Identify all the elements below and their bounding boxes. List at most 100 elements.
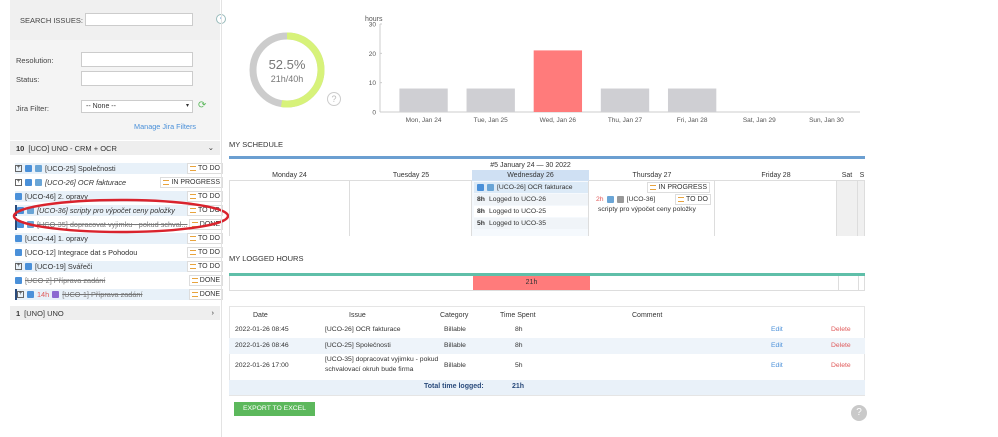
log-hours: 8h (477, 208, 485, 215)
search-area: SEARCH ISSUES: (10, 0, 220, 40)
checkbox-icon[interactable] (25, 179, 32, 186)
search-input[interactable] (85, 13, 193, 26)
wed-total-bar[interactable]: 21h (473, 276, 590, 290)
delete-link[interactable]: Delete (831, 326, 851, 333)
row-issue: schvalovací okruh bude firma (325, 366, 414, 373)
refresh-icon[interactable]: ⟳ (198, 100, 207, 111)
y-tick-label: 10 (369, 80, 377, 87)
issue-row[interactable]: [UCO-46] 2. opravy TO DO (15, 191, 223, 202)
col-category: Category (440, 312, 469, 319)
manage-filters-link[interactable]: Manage Jira Filters (134, 122, 197, 131)
log-hours: 8h (477, 196, 485, 203)
edit-link[interactable]: Edit (771, 342, 783, 349)
issue-row[interactable]: [UCO-2] Příprava zadání DONE (15, 275, 223, 286)
issue-row[interactable]: + [UCO-26] OCR fakturace IN PROGRESS (15, 177, 223, 188)
y-tick-label: 20 (369, 51, 377, 58)
checkbox-icon[interactable] (15, 235, 22, 242)
checkbox-icon[interactable] (25, 263, 32, 270)
issue-row[interactable]: + [UCO-19] Svářeči TO DO (15, 261, 223, 272)
day-cell-tuesday[interactable] (350, 181, 472, 236)
group-count: 10 (16, 143, 25, 153)
log-entry[interactable]: 8h Logged to UCO-26 (474, 194, 588, 205)
export-excel-button[interactable]: EXPORT TO EXCEL (234, 402, 315, 416)
group-uco[interactable]: 10 [UCO] UNO - CRM + OCR ⌄ (10, 141, 220, 155)
resolution-select[interactable] (81, 52, 193, 67)
task-icon (606, 196, 614, 203)
status-badge: IN PROGRESS (596, 182, 710, 193)
expand-icon[interactable]: + (17, 291, 24, 298)
checkbox-icon[interactable] (15, 249, 22, 256)
search-label: SEARCH ISSUES: (20, 16, 83, 25)
day-cell-sunday[interactable] (858, 181, 865, 236)
row-issue: [UCO-35] dopracovat vyjimku - pokud (325, 356, 439, 363)
resolution-label: Resolution: (16, 56, 54, 65)
x-tick-label: Sun, Jan 30 (809, 117, 844, 124)
group-uno[interactable]: 1 [UNO] UNO › (10, 306, 220, 320)
bar (466, 88, 515, 112)
table-row[interactable]: 2022-01-26 17:00 [UCO-35] dopracovat vyj… (229, 354, 865, 378)
expand-icon[interactable]: + (15, 263, 22, 270)
status-select[interactable] (81, 71, 193, 86)
schedule-divider (229, 156, 865, 159)
col-comment: Comment (632, 312, 663, 319)
divider (221, 0, 222, 437)
task-icon (52, 291, 60, 298)
expand-icon[interactable]: + (15, 179, 22, 186)
jira-filter-select[interactable]: -- None -- ▾ (81, 100, 193, 113)
chevron-down-icon: ⌄ (207, 143, 214, 152)
row-time: 8h (515, 342, 523, 349)
row-time: 8h (515, 326, 523, 333)
chevron-right-icon: › (211, 308, 215, 317)
hours-badge: 14h (37, 290, 50, 299)
day-cell-friday[interactable] (715, 181, 837, 236)
wed-header-bg (472, 170, 589, 181)
help-icon[interactable]: ? (851, 405, 867, 421)
checkbox-icon[interactable] (15, 277, 22, 284)
status-label: Status: (16, 75, 40, 84)
checkbox-icon[interactable] (25, 165, 32, 172)
day-header: Sat (841, 172, 853, 179)
logged-divider (229, 273, 865, 276)
week-label: #5 January 24 — 30 2022 (490, 162, 571, 169)
hours-bar-chart: hours 0 10 20 30 Mon, Jan 24 Tue, Jan 25 Wed, J… (365, 16, 860, 124)
table-row[interactable]: 2022-01-26 08:45 [UCO-26] OCR fakturace … (229, 322, 865, 338)
log-entry[interactable]: 8h Logged to UCO-25 (474, 206, 588, 217)
col-time: Time Spent (500, 312, 536, 319)
help-icon[interactable]: ? (327, 92, 341, 106)
row-category: Billable (444, 326, 466, 333)
task-icon (27, 207, 34, 214)
checkbox-icon[interactable] (477, 184, 484, 191)
schedule-issue-title: [UCO-26] OCR fakturace (497, 184, 573, 191)
checkbox-icon[interactable] (17, 221, 24, 228)
progress-hours: 21h/40h (270, 74, 304, 84)
jira-filter-label: Jira Filter: (16, 104, 49, 113)
day-header: Tuesday 25 (392, 172, 430, 179)
thursday-issue[interactable]: 2h [UCO-36] TO DO (596, 194, 713, 205)
day-cell-monday[interactable] (229, 181, 350, 236)
row-date: 2022-01-26 08:45 (235, 326, 289, 333)
checkbox-icon[interactable] (27, 291, 34, 298)
issue-row[interactable]: + 14h [UCO-1] Příprava zadání DONE (15, 289, 223, 300)
issue-row[interactable]: [UCO-44] 1. opravy TO DO (15, 233, 223, 244)
y-axis-label: hours (365, 16, 383, 23)
expand-icon[interactable]: + (15, 165, 22, 172)
delete-link[interactable]: Delete (831, 342, 851, 349)
table-row[interactable]: 2022-01-26 08:46 [UCO-25] Společnosti Bi… (229, 338, 865, 354)
issue-row[interactable]: [UCO-12] Integrace dat s Pohodou TO DO (15, 247, 223, 258)
delete-link[interactable]: Delete (831, 362, 851, 369)
day-cell-thursday[interactable] (589, 181, 715, 236)
status-badge: TO DO (186, 163, 223, 174)
bar (667, 88, 717, 112)
edit-link[interactable]: Edit (771, 326, 783, 333)
issue-title: [UCO-19] Svářeči (35, 262, 93, 271)
total-value: 21h (512, 383, 525, 390)
task-icon (487, 184, 494, 191)
status-badge: DONE (188, 275, 223, 286)
log-entry[interactable]: 5h Logged to UCO-35 (474, 218, 588, 229)
status-badge: TO DO (186, 191, 223, 202)
issue-row[interactable]: + [UCO-25] Společnosti TO DO (15, 163, 223, 174)
day-cell-saturday[interactable] (837, 181, 858, 236)
schedule-issue[interactable]: [UCO-26] OCR fakturace (474, 182, 588, 193)
checkbox-icon[interactable] (15, 193, 22, 200)
edit-link[interactable]: Edit (771, 362, 783, 369)
